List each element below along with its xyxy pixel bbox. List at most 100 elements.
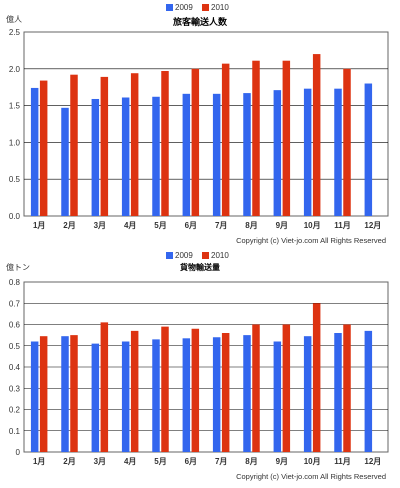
y-tick-label: 0.2 [9,406,21,415]
bar-2009-3 [91,98,100,216]
bar-2009-4 [121,97,130,216]
y-tick-label: 0.1 [9,427,21,436]
x-tick-label: 11月 [334,457,350,466]
y-tick-label: 1.5 [9,102,21,111]
x-tick-label: 2月 [63,457,75,466]
copyright-text: Copyright (c) Viet-jo.com All Rights Res… [236,472,386,481]
y-unit-label: 億人 [6,14,22,24]
y-tick-label: 0.7 [9,299,21,308]
bar-2010-1 [39,80,48,217]
x-tick-label: 6月 [185,221,197,230]
y-tick-label: 2.0 [9,65,21,74]
bar-2009-8 [243,93,251,216]
bar-2009-7 [212,93,221,216]
x-tick-label: 4月 [124,221,136,230]
bar-2009-11 [334,333,342,452]
bar-2010-2 [70,335,78,452]
legend-label: 2009 [175,251,193,260]
bar-2010-6 [191,328,200,452]
bar-2009-10 [303,88,312,216]
x-tick-label: 10月 [304,221,321,230]
bar-2009-4 [121,341,130,452]
bar-2009-5 [152,339,160,452]
bar-2010-5 [161,326,169,452]
bar-2009-1 [30,341,39,452]
y-tick-label: 0.3 [9,384,21,393]
bar-2010-10 [312,303,321,452]
chart-title: 旅客輸送人数 [173,16,228,27]
x-tick-label: 1月 [33,221,45,230]
bar-2009-2 [61,336,69,452]
bar-2010-9 [282,60,291,217]
chart-title: 貨物輸送量 [180,262,220,272]
x-tick-label: 8月 [245,221,257,230]
x-tick-label: 9月 [276,221,288,230]
x-tick-label: 2月 [63,221,75,230]
x-tick-label: 5月 [154,457,166,466]
bar-2009-11 [334,88,342,216]
x-tick-label: 12月 [364,221,381,230]
x-tick-label: 4月 [124,457,136,466]
bar-2010-3 [100,76,109,216]
bar-2010-7 [221,333,230,452]
x-tick-label: 12月 [364,457,381,466]
bar-2010-10 [312,54,321,216]
y-tick-label: 0.4 [9,363,21,372]
bar-2010-9 [282,324,291,452]
bar-2009-9 [273,341,282,452]
bar-2009-12 [364,330,373,452]
chart-1: 0.0 0.5 1.0 1.5 2.0 2.5 億人 1月 2月 3月 4月 5月 6月 7月 8月 9月 10… [6,3,389,245]
legend-label: 2010 [211,251,229,260]
bar-2009-2 [61,107,69,216]
copyright-text: Copyright (c) Viet-jo.com All Rights Res… [236,236,386,245]
x-tick-label: 9月 [276,457,288,466]
bar-2010-11 [343,324,351,452]
bar-2010-6 [191,68,200,216]
bar-2009-10 [303,336,312,452]
legend-swatch-2010 [202,4,209,11]
x-tick-label: 3月 [94,221,106,230]
bar-2009-8 [243,335,251,452]
bar-2010-1 [39,336,48,452]
bar-2010-5 [161,71,169,217]
y-tick-label: 0.5 [9,342,21,351]
y-tick-label: 0.0 [9,212,21,221]
legend-label: 2010 [211,3,229,12]
y-tick-label: 0.5 [9,175,21,184]
y-tick-label: 0.8 [9,278,21,287]
bar-2009-6 [182,338,191,452]
legend-label: 2009 [175,3,193,12]
y-unit-label: 億トン [6,262,30,272]
bar-2010-2 [70,74,78,216]
legend-swatch-2009 [166,252,173,259]
bar-2009-7 [212,337,221,452]
plot-frame [23,31,389,217]
bar-2010-8 [252,324,260,452]
bar-2010-3 [100,322,109,452]
bar-2010-8 [252,60,260,217]
x-tick-label: 10月 [304,457,321,466]
x-tick-label: 1月 [33,457,45,466]
bar-2010-4 [130,330,139,452]
legend-swatch-2009 [166,4,173,11]
x-tick-label: 8月 [245,457,257,466]
x-tick-label: 5月 [154,221,166,230]
chart-2: 0 0.1 0.2 0.3 0.4 0.5 0.6 0.7 0.8 億トン 1月 2月 3月 4月 5月 6月… [6,251,389,481]
y-tick-label: 0.6 [9,321,21,330]
bar-2009-1 [30,87,39,216]
bar-2009-5 [152,96,160,216]
bar-2010-7 [221,63,230,217]
y-tick-label: 2.5 [9,28,21,37]
bar-2009-12 [364,83,373,217]
bar-2009-3 [91,343,100,452]
x-tick-label: 11月 [334,221,350,230]
bar-2010-4 [130,73,139,216]
legend-swatch-2010 [202,252,209,259]
x-tick-label: 7月 [215,457,227,466]
x-tick-label: 6月 [185,457,197,466]
y-tick-label: 1.0 [9,138,21,147]
x-tick-label: 3月 [94,457,106,466]
bar-2010-11 [343,68,351,216]
